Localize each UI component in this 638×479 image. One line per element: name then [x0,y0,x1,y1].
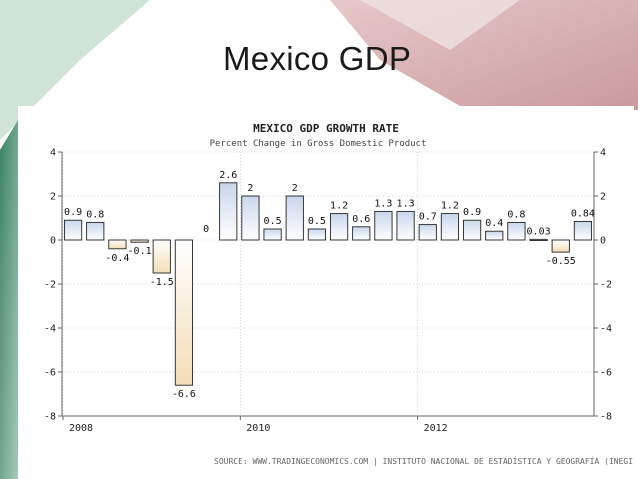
green-band [0,120,18,479]
bar-value-label: -1.5 [150,277,174,288]
bar [551,239,570,253]
bar-value-label: 0.5 [308,216,326,227]
gridlines [62,151,594,417]
bar [174,239,194,386]
bar-value-label: 2.6 [219,170,237,181]
y-tick-label-right: 4 [600,148,606,159]
y-tick-label-left: 0 [50,236,56,247]
axes [61,152,595,417]
bar [418,224,437,241]
gdp-growth-chart: MEXICO GDP GROWTH RATE Percent Change in… [44,122,634,466]
bar-value-label: 0.4 [485,218,503,229]
bar-value-label: 0.9 [463,207,481,218]
y-tick-label-left: 2 [50,192,56,203]
bar [152,239,171,274]
y-tick-label-left: -4 [44,324,56,335]
y-tick-label-left: 4 [50,148,56,159]
rose-highlight [360,0,520,50]
y-tick-label-right: -8 [600,412,612,423]
bar-value-label: -6.6 [172,389,196,400]
y-tick-label-left: -2 [44,280,56,291]
x-tick-labels: 2008 2010 2012 [62,416,448,434]
chart-subtitle: Percent Change in Gross Domestic Product [210,139,427,149]
bar-value-label: -0.55 [546,256,576,267]
green-swoosh [0,0,150,140]
bar [440,213,460,241]
bar-value-label: 1.3 [397,198,415,209]
bars [63,182,593,386]
data-labels: 0.9 0.8 -0.4-0.1 -1.5 -6.6 0 2.6 2 0.5 2 0.5 1.2 0.6… [64,170,595,400]
bar-value-label: 1.2 [330,201,348,212]
bar [485,230,504,241]
bar [241,195,260,241]
bar [108,239,127,250]
bar-value-label: 0.03 [527,226,551,237]
bar [374,210,393,241]
bar-value-label: 0.6 [352,214,370,225]
bar [573,221,593,241]
y-tick-label-left: -6 [44,368,56,379]
bar-value-label: 2 [247,183,253,194]
bar [285,195,304,241]
bar [63,219,83,241]
bar-value-label: 1.3 [374,198,392,209]
bar [130,239,149,243]
bar [263,228,282,241]
y-tick-label-left: -8 [44,412,56,423]
x-tick-label: 2010 [246,423,270,434]
bar [507,221,526,241]
y-tick-labels: 4 4 2 2 0 0 -2 -2 -4 -4 -6 -6 -8 -8 [44,148,612,423]
bar [462,219,482,241]
y-tick-label-right: -2 [600,280,612,291]
bar-value-label: -0.1 [128,246,152,257]
chart-source: SOURCE: WWW.TRADINGECONOMICS.COM | INSTI… [214,455,634,466]
chart-panel: MEXICO GDP GROWTH RATE Percent Change in… [18,106,634,479]
slide-title: Mexico GDP [223,40,412,77]
y-tick-label-right: -6 [600,368,612,379]
bar [219,182,238,241]
bar-value-label: 1.2 [441,201,459,212]
bar [352,226,371,241]
bar-value-label: 2 [292,183,298,194]
bar-value-label: 0.8 [507,209,525,220]
bar [396,210,415,241]
bar [86,221,105,241]
bar [529,238,548,241]
x-tick-label: 2008 [69,423,93,434]
rose-swoosh [330,0,638,110]
bar-value-label: 0.84 [571,209,595,220]
y-tick-label-right: 2 [600,192,606,203]
bar-value-label: 0.8 [86,209,104,220]
bar-value-label: 0 [203,224,209,235]
y-tick-label-right: -4 [600,324,612,335]
bar-value-label: 0.7 [419,212,437,223]
bar [307,228,327,241]
x-tick-label: 2012 [424,423,448,434]
bar-value-label: 0.5 [264,216,282,227]
chart-title: MEXICO GDP GROWTH RATE [253,122,399,135]
bar-value-label: 0.9 [64,207,82,218]
bar [329,213,349,241]
y-tick-label-right: 0 [600,236,606,247]
bar-value-label: -0.4 [105,253,129,264]
